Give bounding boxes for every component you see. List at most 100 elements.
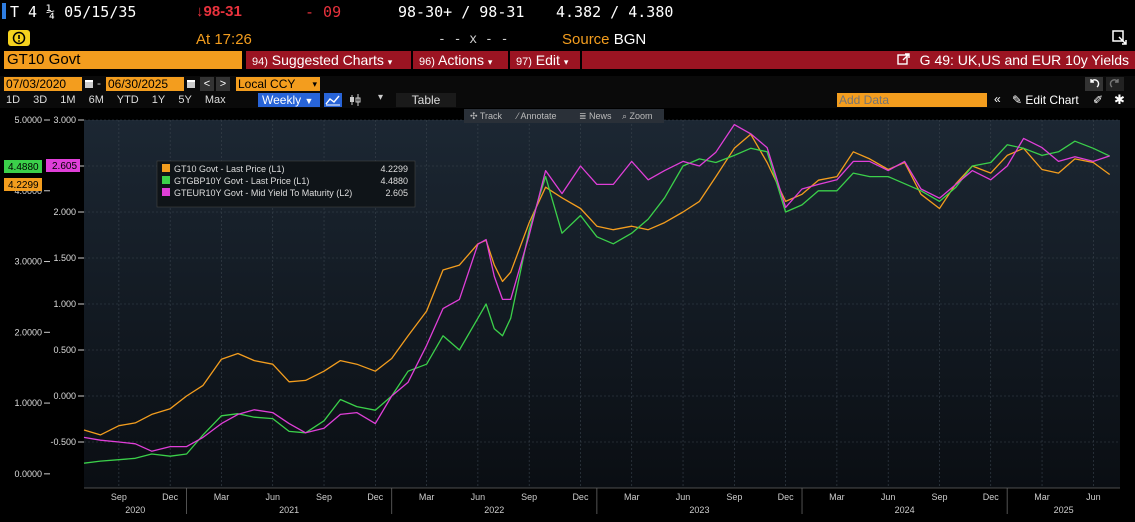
legend-value: 2.605 [385, 188, 408, 198]
quote-bar: T 4 ¼ 05/15/35 ↓98-31 - 09 98-30+ / 98-3… [0, 0, 1135, 50]
x-year-label: 2020 [125, 505, 145, 515]
calendar-icon[interactable] [186, 77, 196, 91]
x-year-label: 2022 [484, 505, 504, 515]
source: Source BGN [562, 31, 646, 48]
candlestick-icon[interactable] [346, 93, 364, 107]
x-tick-label: Sep [521, 492, 537, 502]
legend-label: GTEUR10Y Govt - Mid Yield To Maturity (L… [174, 188, 352, 198]
left-tick-label: 2.0000 [14, 327, 42, 337]
chart-type-dropdown[interactable]: ▾ [378, 92, 384, 103]
redo-button[interactable] [1106, 77, 1124, 91]
add-data-input[interactable] [837, 93, 987, 107]
alert-icon[interactable] [8, 30, 30, 46]
right-tick-label: 3.000 [53, 115, 76, 125]
expand-icon[interactable] [1112, 30, 1128, 51]
menu-label: Actions [438, 52, 484, 68]
annotate-button[interactable]: ⁄ Annotate [515, 111, 557, 121]
edit-chart-button[interactable]: ✎ Edit Chart [1012, 93, 1079, 107]
period-1y[interactable]: 1Y [151, 94, 166, 106]
x-tick-label: Dec [162, 492, 179, 502]
period-1d[interactable]: 1D [6, 94, 21, 106]
right-tick-label: 1.500 [53, 253, 76, 263]
series-line-3 [83, 123, 1110, 452]
undo-button[interactable] [1085, 77, 1103, 91]
news-button[interactable]: ≣ News [579, 111, 612, 121]
x-year-label: 2025 [1054, 505, 1074, 515]
yield-bid-ask: 4.382 / 4.380 [556, 3, 674, 21]
end-date-input[interactable]: 06/30/2025 [106, 77, 184, 91]
period-max[interactable]: Max [204, 94, 226, 106]
x-tick-label: Sep [931, 492, 947, 502]
right-tick-label: 1.000 [53, 299, 76, 309]
legend-value: 4.4880 [380, 176, 408, 186]
currency-value: Local CCY [238, 77, 296, 91]
x-tick-label: Jun [471, 492, 486, 502]
chevron-left-icon: < [203, 78, 211, 90]
track-button[interactable]: ✣ Track [470, 111, 503, 121]
legend-swatch [162, 176, 170, 184]
edit-menu[interactable]: 97) Edit ▾ [510, 51, 580, 69]
period-toolbar: 1D 3D 1M 6M YTD 1Y 5Y Max Weekly ▼ ▾ Tab… [0, 92, 1135, 108]
annotation-edit-icon[interactable]: ✐ [1093, 93, 1104, 107]
right-tick-label: -0.500 [50, 437, 76, 447]
table-button[interactable]: Table [396, 93, 456, 107]
orange-badge [4, 178, 42, 191]
right-tick-label: 0.000 [53, 391, 76, 401]
x-tick-label: Sep [316, 492, 332, 502]
x-year-label: 2024 [895, 505, 915, 515]
down-arrow-icon: ↓ [196, 3, 204, 20]
currency-select[interactable]: Local CCY ▾ [236, 77, 320, 91]
gear-icon[interactable]: ✱ [1114, 92, 1125, 107]
menu-number: 97) [516, 56, 532, 68]
external-link-icon[interactable] [897, 51, 910, 69]
x-year-label: 2021 [279, 505, 299, 515]
ticker-input[interactable]: GT10 Govt [4, 51, 242, 69]
x-tick-label: Sep [111, 492, 127, 502]
orange-badge-text: 4.2299 [8, 180, 39, 191]
period-3d[interactable]: 3D [33, 94, 48, 106]
left-tick-label: 0.0000 [14, 469, 42, 479]
legend-value: 4.2299 [380, 164, 408, 174]
line-chart-icon[interactable] [324, 93, 342, 107]
legend: GT10 Govt - Last Price (L1) 4.2299 GTGBP10… [156, 160, 416, 208]
left-tick-label: 1.0000 [14, 398, 42, 408]
actions-menu[interactable]: 96) Actions ▾ [413, 51, 508, 69]
period-ytd[interactable]: YTD [116, 94, 139, 106]
x-tick-label: Jun [676, 492, 691, 502]
last-price: ↓98-31 [196, 3, 242, 20]
period-1m[interactable]: 1M [60, 94, 76, 106]
x-tick-label: Jun [881, 492, 896, 502]
date-range-bar: 07/03/2020 - 06/30/2025 < > Local CCY ▾ [0, 76, 1135, 92]
source-label: Source [562, 31, 610, 48]
collapse-icon[interactable]: « [994, 92, 1001, 106]
security-marker [2, 3, 6, 19]
x-tick-label: Mar [829, 492, 845, 502]
x-tick-label: Jun [1086, 492, 1101, 502]
suggested-charts-menu[interactable]: 94) Suggested Charts ▾ [246, 51, 411, 69]
chevron-down-icon: ▾ [487, 57, 493, 67]
green-badge-text: 4.4880 [8, 162, 39, 173]
menu-label: Edit [535, 52, 560, 68]
zoom-button[interactable]: ⌕ Zoom [622, 111, 653, 121]
frequency-select[interactable]: Weekly ▼ [258, 93, 320, 107]
legend-swatch [162, 188, 170, 196]
last-value-badges: 4.4880 2.605 4.2299 [4, 159, 80, 191]
prev-period-button[interactable]: < [200, 77, 214, 91]
page-title-bar: G 49: UK,US and EUR 10y Yields [582, 51, 1135, 69]
x-tick-label: Dec [778, 492, 795, 502]
green-badge [4, 160, 42, 173]
tick-indicator: - - x - - [438, 32, 509, 47]
x-tick-label: Dec [983, 492, 1000, 502]
main-toolbar: GT10 Govt 94) Suggested Charts ▾ 96) Act… [0, 50, 1135, 70]
period-6m[interactable]: 6M [88, 94, 104, 106]
next-period-button[interactable]: > [216, 77, 230, 91]
date-separator: - [97, 76, 101, 90]
period-5y[interactable]: 5Y [178, 94, 192, 106]
start-date-input[interactable]: 07/03/2020 [4, 77, 82, 91]
series-line-1 [83, 133, 1111, 436]
calendar-icon[interactable] [84, 77, 94, 91]
x-tick-label: Mar [214, 492, 230, 502]
edit-chart-label: Edit Chart [1025, 93, 1079, 107]
menu-label: Suggested Charts [271, 52, 384, 68]
